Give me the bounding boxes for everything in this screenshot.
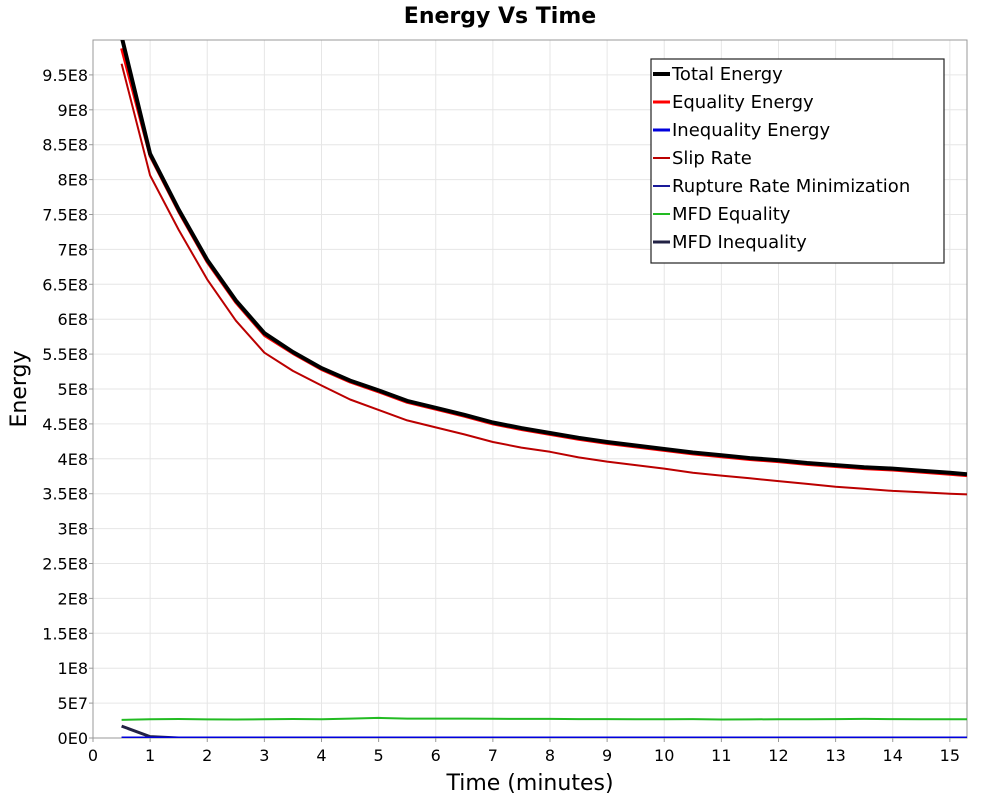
y-tick-label: 9E8 — [58, 101, 88, 120]
y-tick-label: 7E8 — [58, 240, 88, 259]
legend-label-0: Total Energy — [671, 64, 783, 85]
x-tick-label: 1 — [145, 746, 155, 765]
x-tick-label: 7 — [488, 746, 498, 765]
legend-label-3: Slip Rate — [672, 148, 752, 169]
x-tick-label: 11 — [711, 746, 731, 765]
legend-label-4: Rupture Rate Minimization — [672, 176, 910, 197]
y-tick-label: 3.5E8 — [42, 485, 88, 504]
y-axis-label: Energy — [7, 350, 32, 427]
y-tick-label: 2.5E8 — [42, 555, 88, 574]
y-tick-label: 8E8 — [58, 171, 88, 190]
series-line-5 — [121, 716, 967, 721]
y-tick-label: 4.5E8 — [42, 415, 88, 434]
legend-label-1: Equality Energy — [672, 92, 814, 113]
x-tick-label: 12 — [768, 746, 788, 765]
y-tick-label: 6E8 — [58, 310, 88, 329]
x-tick-label: 8 — [545, 746, 555, 765]
series-line-6 — [121, 724, 967, 738]
y-tick-label: 9.5E8 — [42, 66, 88, 85]
x-tick-label: 15 — [940, 746, 960, 765]
y-tick-label: 5E8 — [58, 380, 88, 399]
legend: Total Energy Equality Energy Inequality En… — [650, 58, 945, 264]
legend-label-6: MFD Inequality — [672, 232, 807, 253]
y-tick-label: 6.5E8 — [42, 275, 88, 294]
series-line-0 — [120, 40, 967, 477]
x-tick-label: 2 — [202, 746, 212, 765]
legend-box — [650, 58, 945, 264]
axis-ticks: 0 1 2 3 4 5 6 7 8 9 10 11 12 13 14 150E05E71E81.5E82E82… — [42, 66, 960, 765]
x-tick-label: 6 — [431, 746, 441, 765]
y-tick-label: 5.5E8 — [42, 345, 88, 364]
legend-label-2: Inequality Energy — [672, 120, 830, 141]
series-lines — [120, 40, 967, 738]
x-tick-label: 0 — [88, 746, 98, 765]
y-tick-label: 7.5E8 — [42, 206, 88, 225]
x-tick-label: 3 — [259, 746, 269, 765]
y-tick-label: 2E8 — [58, 589, 88, 608]
x-tick-label: 4 — [316, 746, 326, 765]
x-tick-label: 14 — [883, 746, 903, 765]
y-tick-label: 8.5E8 — [42, 136, 88, 155]
legend-label-5: MFD Equality — [672, 204, 791, 225]
x-axis-label: Time (minutes) — [445, 771, 613, 796]
y-tick-label: 1.5E8 — [42, 624, 88, 643]
x-tick-label: 9 — [602, 746, 612, 765]
series-line-3 — [120, 63, 967, 496]
y-tick-label: 4E8 — [58, 450, 88, 469]
y-tick-label: 0E0 — [58, 729, 88, 748]
chart-title: Energy Vs Time — [404, 4, 596, 29]
y-tick-label: 3E8 — [58, 520, 88, 539]
x-tick-label: 10 — [654, 746, 674, 765]
x-tick-label: 13 — [825, 746, 845, 765]
y-tick-label: 1E8 — [58, 659, 88, 678]
y-tick-label: 5E7 — [58, 694, 88, 713]
x-tick-label: 5 — [374, 746, 384, 765]
